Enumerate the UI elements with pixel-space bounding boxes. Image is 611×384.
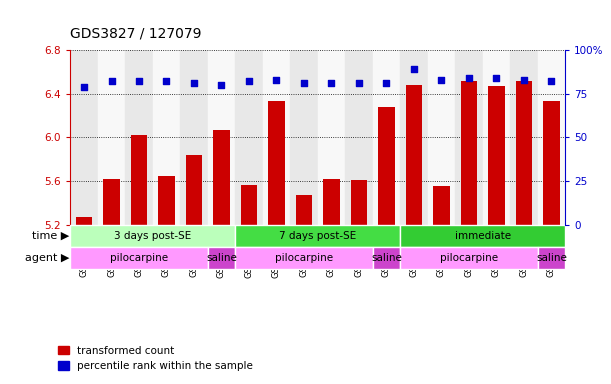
Bar (323, 179, 340, 225)
Point (519, 77, 529, 83)
Bar (180, 50, 208, 225)
Text: saline: saline (536, 253, 567, 263)
Bar (378, 107, 395, 225)
Point (79, 84, 89, 90)
Text: saline: saline (206, 253, 237, 263)
Bar (213, 130, 230, 225)
Bar (483, 50, 510, 225)
Point (547, 78, 557, 84)
Bar (131, 135, 147, 225)
Bar (235, 247, 373, 269)
Bar (241, 185, 257, 225)
Bar (235, 225, 400, 247)
Point (492, 75, 502, 81)
Bar (351, 180, 367, 225)
Bar (268, 101, 285, 225)
Bar (428, 50, 455, 225)
Text: pilocarpine: pilocarpine (275, 253, 333, 263)
Point (327, 80, 337, 86)
Bar (538, 247, 565, 269)
Point (272, 77, 282, 83)
Bar (70, 247, 208, 269)
Text: GDS3827 / 127079: GDS3827 / 127079 (70, 26, 202, 40)
Bar (153, 50, 180, 225)
Bar (125, 50, 153, 225)
Point (437, 77, 447, 83)
Bar (433, 185, 450, 225)
Text: 7 days post-SE: 7 days post-SE (279, 231, 356, 241)
Bar (461, 81, 477, 225)
Text: 3 days post-SE: 3 days post-SE (114, 231, 191, 241)
Bar (538, 50, 565, 225)
Bar (345, 50, 373, 225)
Bar (76, 217, 92, 225)
Bar (400, 225, 565, 247)
Bar (373, 50, 400, 225)
Bar (103, 179, 120, 225)
Point (381, 80, 392, 86)
Bar (235, 50, 263, 225)
Bar (158, 176, 175, 225)
Bar (488, 86, 505, 225)
Bar (290, 50, 318, 225)
Bar (510, 50, 538, 225)
Text: saline: saline (371, 253, 402, 263)
Point (409, 66, 419, 72)
Text: immediate: immediate (455, 231, 511, 241)
Bar (455, 50, 483, 225)
Bar (400, 50, 428, 225)
Bar (373, 247, 400, 269)
Point (299, 80, 309, 86)
Text: time ▶: time ▶ (32, 231, 69, 241)
Legend: transformed count, percentile rank within the sample: transformed count, percentile rank withi… (54, 341, 257, 375)
Bar (516, 81, 532, 225)
Bar (208, 247, 235, 269)
Bar (263, 50, 290, 225)
Bar (98, 50, 125, 225)
Point (464, 75, 474, 81)
Bar (296, 195, 312, 225)
Bar (318, 50, 345, 225)
Text: agent ▶: agent ▶ (24, 253, 69, 263)
Bar (543, 101, 560, 225)
Bar (70, 225, 235, 247)
Text: pilocarpine: pilocarpine (110, 253, 168, 263)
Bar (400, 247, 538, 269)
Point (354, 80, 364, 86)
Point (244, 78, 254, 84)
Bar (70, 50, 98, 225)
Point (107, 78, 117, 84)
Text: pilocarpine: pilocarpine (440, 253, 498, 263)
Bar (208, 50, 235, 225)
Bar (406, 85, 422, 225)
Point (134, 78, 144, 84)
Point (189, 80, 199, 86)
Point (217, 82, 227, 88)
Point (161, 78, 171, 84)
Bar (186, 155, 202, 225)
